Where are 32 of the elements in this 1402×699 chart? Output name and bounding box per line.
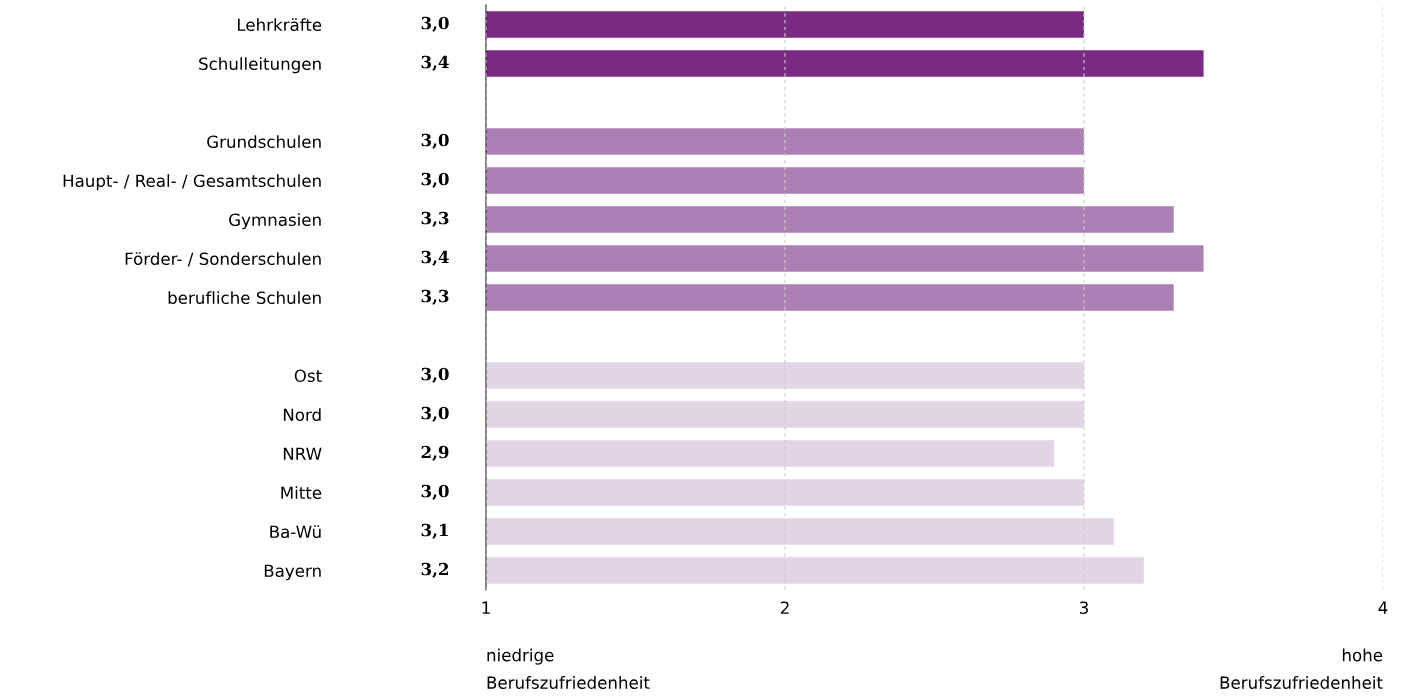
data-label: 3,4 (421, 250, 449, 266)
y-tick-label: Grundschulen (207, 135, 321, 149)
data-label: 3,1 (421, 523, 448, 539)
data-label: 3,3 (421, 211, 449, 227)
y-tick-label: Schulleitungen (199, 57, 321, 74)
x-tick-label: 2 (780, 601, 789, 614)
y-tick-label: berufliche Schulen (168, 291, 321, 305)
data-label: 3,0 (421, 484, 449, 500)
data-label: 3,3 (421, 289, 449, 305)
data-label: 3,2 (421, 562, 448, 578)
x-tick-label: 1 (482, 601, 490, 614)
text: hohe Berufszufriedenheit (1220, 648, 1383, 689)
y-tick-label: Bayern (264, 564, 321, 581)
y-tick-label: Haupt- / Real- / Gesamtschulen (63, 174, 321, 191)
y-tick-label: Förder- / Sonderschulen (125, 252, 321, 267)
y-tick-label: Ost (294, 369, 322, 383)
data-label: 3,0 (421, 16, 449, 32)
y-tick-label: Ba-Wü (270, 525, 321, 539)
x-tick-label: 3 (1079, 601, 1088, 615)
data-label: 3,0 (421, 406, 449, 422)
y-tick-label: Gymnasien (229, 213, 321, 230)
data-label: 3,0 (421, 367, 449, 383)
data-label: 3,4 (421, 55, 449, 71)
data-label: 3,0 (421, 133, 449, 149)
x-tick-label: 4 (1378, 601, 1388, 614)
data-label: 2,9 (421, 445, 449, 461)
y-tick-label: Lehrkräfte (238, 18, 322, 32)
text: niedrige Berufszufriedenheit (487, 648, 650, 689)
y-tick-label: Mitte (281, 486, 322, 500)
y-tick-label: NRW (283, 447, 322, 460)
data-label: 3,0 (421, 172, 449, 188)
y-tick-label: Nord (283, 408, 321, 422)
